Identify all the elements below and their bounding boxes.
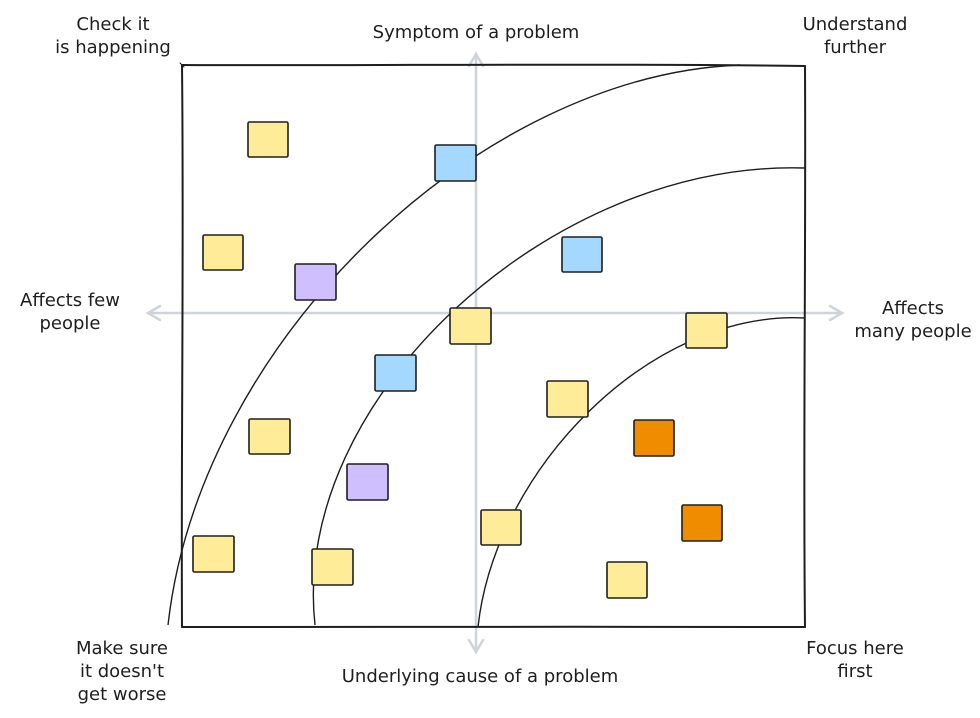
sticky-notes bbox=[192, 121, 728, 599]
sticky-note[interactable] bbox=[633, 419, 675, 457]
sticky-note[interactable] bbox=[561, 236, 603, 273]
axis-arrow-left bbox=[145, 304, 162, 322]
sticky-note[interactable] bbox=[449, 307, 492, 345]
curve-outer bbox=[167, 64, 741, 626]
label-affects-few-people: Affects few people bbox=[20, 290, 120, 334]
label-underlying-cause-of-a-problem: Underlying cause of a problem bbox=[341, 666, 619, 687]
label-affects-many-people: Affects many people bbox=[854, 298, 972, 342]
label-symptom-of-a-problem: Symptom of a problem bbox=[372, 22, 580, 43]
sticky-note[interactable] bbox=[346, 463, 389, 501]
sticky-note[interactable] bbox=[480, 509, 522, 546]
label-focus-here-first: Focus here first bbox=[806, 638, 904, 682]
label-check-it-is-happening: Check it is happening bbox=[55, 14, 171, 58]
sticky-note[interactable] bbox=[202, 234, 244, 271]
axis-arrow-down bbox=[467, 638, 485, 655]
sticky-note[interactable] bbox=[434, 144, 477, 182]
sticky-note[interactable] bbox=[192, 535, 235, 573]
sticky-note[interactable] bbox=[247, 121, 289, 158]
sticky-note[interactable] bbox=[606, 561, 648, 599]
sticky-note[interactable] bbox=[294, 263, 337, 301]
axis-arrow-right bbox=[828, 304, 845, 322]
sticky-note[interactable] bbox=[681, 504, 723, 542]
sticky-note[interactable] bbox=[248, 418, 291, 455]
sticky-note[interactable] bbox=[374, 354, 417, 392]
sticky-note[interactable] bbox=[546, 380, 589, 418]
sticky-note[interactable] bbox=[685, 312, 728, 349]
label-make-sure-it-doesnt-get-worse: Make sure it doesn't get worse bbox=[75, 638, 168, 705]
curve-inner bbox=[477, 317, 806, 628]
sticky-note[interactable] bbox=[311, 548, 354, 586]
label-understand-further: Understand further bbox=[802, 14, 908, 58]
axis-arrow-up bbox=[467, 51, 485, 68]
